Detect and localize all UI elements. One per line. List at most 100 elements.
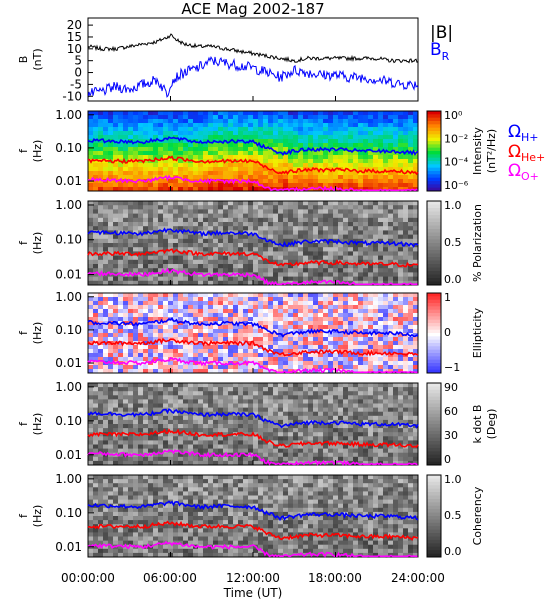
spectrogram-cell — [348, 276, 354, 282]
spectrogram-cell — [243, 341, 249, 346]
spectrogram-cell — [163, 325, 169, 330]
colorbar-cell — [427, 356, 441, 361]
spectrogram-cell — [208, 353, 214, 358]
spectrogram-cell — [408, 365, 414, 370]
spectrogram-cell — [148, 276, 154, 282]
spectrogram-cell — [228, 167, 234, 172]
spectrogram-cell — [123, 349, 129, 354]
spectrogram-cell — [358, 205, 364, 210]
spectrogram-cell — [223, 255, 229, 261]
spectrogram-cell — [318, 123, 324, 128]
colorbar-cell — [427, 184, 441, 189]
spectrogram-cell — [363, 179, 369, 184]
colorbar-cell — [427, 201, 441, 205]
spectrogram-cell — [358, 301, 364, 306]
spectrogram-cell — [288, 259, 294, 265]
spectrogram-cell — [208, 209, 214, 214]
spectrogram-cell — [408, 345, 414, 350]
spectrogram-cell — [293, 365, 299, 370]
spectrogram-cell — [193, 131, 199, 136]
spectrogram-cell — [238, 163, 244, 168]
spectrogram-cell — [263, 313, 269, 318]
spectrogram-cell — [253, 419, 259, 425]
spectrogram-cell — [98, 247, 104, 252]
spectrogram-cell — [363, 247, 369, 252]
spectrogram-cell — [108, 419, 114, 425]
spectrogram-cell — [233, 424, 239, 429]
spectrogram-cell — [323, 159, 329, 164]
spectrogram-cell — [198, 205, 204, 210]
spectrogram-cell — [318, 293, 324, 298]
spectrogram-cell — [368, 293, 374, 298]
spectrogram-cell — [208, 357, 214, 362]
spectrogram-cell — [308, 123, 314, 128]
spectrogram-cell — [238, 147, 244, 152]
spectrogram-cell — [348, 341, 354, 346]
spectrogram-cell — [303, 139, 309, 144]
spectrogram-cell — [343, 222, 349, 227]
spectrogram-cell — [158, 187, 164, 192]
spectrogram-cell — [88, 205, 94, 210]
spectrogram-cell — [408, 268, 414, 273]
spectrogram-cell — [393, 280, 399, 286]
spectrogram-cell — [98, 217, 104, 223]
spectrogram-cell — [188, 171, 194, 176]
spectrogram-cell — [408, 313, 414, 318]
colorbar-cell — [427, 127, 441, 132]
spectrogram-cell — [198, 155, 204, 160]
spectrogram-cell — [178, 395, 184, 400]
spectrogram-cell — [198, 179, 204, 184]
spectrogram-cell — [373, 317, 379, 322]
spectrogram-cell — [183, 444, 189, 449]
spectrogram-cell — [403, 238, 409, 244]
spectrogram-cell — [98, 452, 104, 458]
spectrogram-cell — [203, 403, 209, 408]
spectrogram-cell — [308, 230, 314, 235]
spectrogram-cell — [308, 357, 314, 362]
spectrogram-cell — [253, 444, 259, 449]
spectrogram-cell — [243, 321, 249, 326]
spectrogram-cell — [263, 357, 269, 362]
spectrogram-cell — [118, 387, 124, 392]
spectrogram-cell — [158, 179, 164, 184]
spectrogram-cell — [133, 127, 139, 132]
spectrogram-cell — [358, 357, 364, 362]
spectrogram-cell — [233, 139, 239, 144]
spectrogram-cell — [213, 325, 219, 330]
spectrogram-cell — [193, 226, 199, 231]
spectrogram-cell — [193, 276, 199, 282]
spectrogram-cell — [103, 115, 109, 120]
spectrogram-cell — [248, 313, 254, 318]
spectrogram-cell — [348, 111, 354, 116]
spectrogram-cell — [308, 201, 314, 206]
spectrogram-cell — [393, 183, 399, 188]
spectrogram-cell — [188, 151, 194, 156]
spectrogram-cell — [258, 179, 264, 184]
spectrogram-cell — [293, 226, 299, 231]
spectrogram-cell — [403, 297, 409, 302]
spectrogram-cell — [238, 276, 244, 282]
spectrogram-cell — [98, 167, 104, 172]
spectrogram-cell — [108, 325, 114, 330]
spectrogram-cell — [373, 369, 379, 374]
spectrogram-cell — [213, 403, 219, 408]
spectrogram-cell — [398, 353, 404, 358]
spectrogram-cell — [188, 205, 194, 210]
spectrogram-cell — [348, 179, 354, 184]
spectrogram-cell — [218, 155, 224, 160]
spectrogram-cell — [358, 183, 364, 188]
spectrogram-cell — [313, 171, 319, 176]
spectrogram-cell — [248, 119, 254, 124]
spectrogram-cell — [113, 264, 119, 269]
spectrogram-cell — [183, 135, 189, 140]
spectrogram-cell — [188, 383, 194, 388]
spectrogram-cell — [298, 268, 304, 273]
spectrogram-cell — [128, 407, 134, 413]
spectrogram-cell — [128, 399, 134, 404]
spectrogram-cell — [158, 159, 164, 164]
spectrogram-cell — [378, 301, 384, 306]
spectrogram-cell — [398, 131, 404, 136]
spectrogram-cell — [103, 395, 109, 400]
spectrogram-cell — [328, 313, 334, 318]
spectrogram-cell — [163, 163, 169, 168]
